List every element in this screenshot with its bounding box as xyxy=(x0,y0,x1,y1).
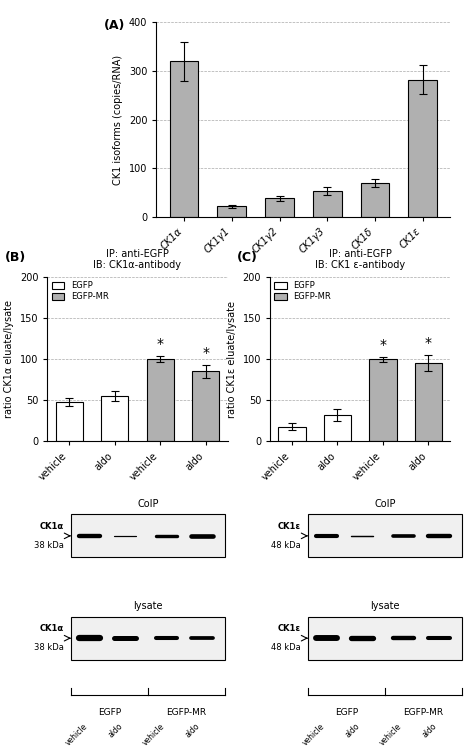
Bar xyxy=(324,415,351,441)
Text: (B): (B) xyxy=(5,251,26,263)
Text: 38 kDa: 38 kDa xyxy=(34,643,64,652)
Bar xyxy=(101,396,128,441)
Bar xyxy=(415,364,442,441)
Bar xyxy=(408,80,437,217)
Bar xyxy=(278,426,306,441)
Legend: EGFP, EGFP-MR: EGFP, EGFP-MR xyxy=(52,281,109,301)
Bar xyxy=(170,61,199,217)
Text: CK1ε: CK1ε xyxy=(278,522,301,531)
Text: *: * xyxy=(202,346,209,360)
Bar xyxy=(265,198,294,217)
Text: CK1α: CK1α xyxy=(40,625,64,634)
Bar xyxy=(308,616,462,660)
Y-axis label: CK1 isoforms (copies/RNA): CK1 isoforms (copies/RNA) xyxy=(113,55,123,185)
Bar xyxy=(369,359,397,441)
Y-axis label: ratio CK1ε eluate/lysate: ratio CK1ε eluate/lysate xyxy=(227,301,237,417)
Bar xyxy=(71,616,225,660)
Text: EGFP: EGFP xyxy=(98,708,121,717)
Text: vehicle: vehicle xyxy=(378,722,403,747)
Text: vehicle: vehicle xyxy=(64,722,90,747)
Text: (C): (C) xyxy=(237,251,258,263)
Text: aldo: aldo xyxy=(421,722,439,740)
Bar xyxy=(146,359,174,441)
Text: *: * xyxy=(425,336,432,350)
Bar xyxy=(218,206,246,217)
Text: lysate: lysate xyxy=(133,601,163,611)
Text: *: * xyxy=(380,337,386,352)
Text: CoIP: CoIP xyxy=(374,499,396,509)
Text: (A): (A) xyxy=(104,19,126,31)
Text: 48 kDa: 48 kDa xyxy=(271,541,301,550)
Text: 48 kDa: 48 kDa xyxy=(271,643,301,652)
Text: aldo: aldo xyxy=(107,722,125,740)
Text: lysate: lysate xyxy=(370,601,400,611)
Legend: EGFP, EGFP-MR: EGFP, EGFP-MR xyxy=(274,281,331,301)
Text: vehicle: vehicle xyxy=(141,722,167,747)
Bar xyxy=(192,372,219,441)
Text: 38 kDa: 38 kDa xyxy=(34,541,64,550)
Bar xyxy=(361,183,389,217)
Text: CK1ε: CK1ε xyxy=(278,625,301,634)
Y-axis label: ratio CK1α eluate/lysate: ratio CK1α eluate/lysate xyxy=(4,300,14,418)
Bar xyxy=(308,515,462,557)
Text: EGFP-MR: EGFP-MR xyxy=(166,708,207,717)
Text: CK1α: CK1α xyxy=(40,522,64,531)
Text: vehicle: vehicle xyxy=(301,722,327,747)
Text: EGFP-MR: EGFP-MR xyxy=(403,708,444,717)
Bar xyxy=(55,402,83,441)
Bar xyxy=(71,515,225,557)
Text: aldo: aldo xyxy=(344,722,362,740)
Text: EGFP: EGFP xyxy=(335,708,358,717)
Text: aldo: aldo xyxy=(184,722,202,740)
Text: CoIP: CoIP xyxy=(137,499,159,509)
Text: *: * xyxy=(157,337,164,351)
Title: IP: anti-EGFP
IB: CK1 ε-antibody: IP: anti-EGFP IB: CK1 ε-antibody xyxy=(315,249,405,271)
Bar xyxy=(313,191,342,217)
Title: IP: anti-EGFP
IB: CK1α-antibody: IP: anti-EGFP IB: CK1α-antibody xyxy=(93,249,182,271)
